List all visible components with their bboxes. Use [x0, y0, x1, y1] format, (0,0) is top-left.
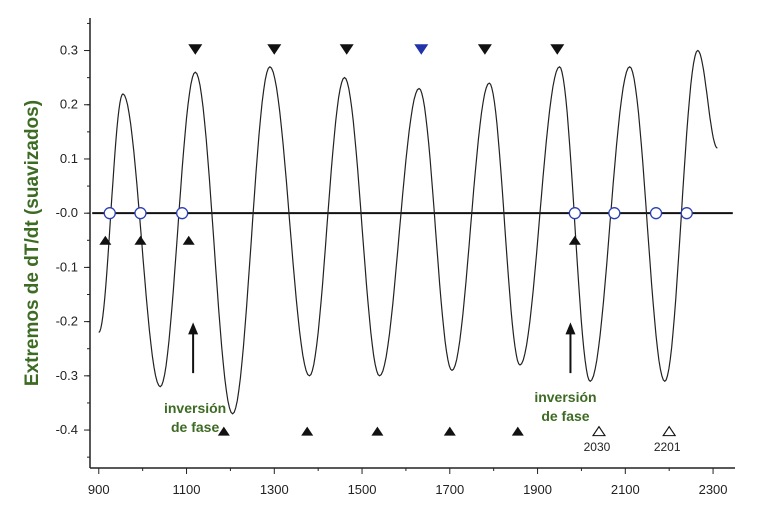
- series-line: [98, 49, 718, 415]
- peak-marker-down: [188, 44, 203, 55]
- zero-crossing-marker: [568, 207, 581, 220]
- future-marker: [591, 425, 607, 437]
- zero-crossing-marker: [649, 207, 663, 220]
- peak-marker-down: [267, 44, 282, 55]
- y-axis-label: Extremos de dT/dt (suavizados): [22, 100, 43, 386]
- curve-group: [98, 49, 718, 415]
- future-marker-label: 2030: [584, 440, 611, 454]
- zero-crossing-marker: [175, 207, 189, 220]
- annotation-text: de fase: [171, 419, 219, 435]
- y-tick-label: -0.0: [56, 205, 78, 220]
- annotation-text: inversión: [534, 389, 596, 405]
- zero-crossing-marker: [103, 207, 116, 220]
- zero-crossing-markers: [103, 207, 693, 220]
- trough-marker-up: [443, 426, 456, 436]
- annotation-text: inversión: [164, 400, 226, 416]
- trough-marker-up: [217, 426, 230, 436]
- peak-marker-down: [414, 44, 429, 55]
- x-tick-label: 1300: [260, 482, 289, 497]
- x-tick-label: 900: [88, 482, 110, 497]
- y-ticks: 0.3 0.2 0.1 -0.0 -0.1 -0.2 -0.3 -0.4: [56, 22, 90, 458]
- y-tick-label: -0.4: [56, 422, 78, 437]
- zero-crossing-marker: [608, 207, 621, 220]
- zero-crossing-marker: [680, 207, 693, 220]
- y-tick-label: -0.2: [56, 314, 78, 329]
- annotation-arrow-head: [188, 322, 199, 335]
- y-tick-label: 0.3: [60, 43, 78, 58]
- phase-marker-up: [568, 235, 581, 245]
- peak-marker-down: [550, 44, 565, 55]
- x-tick-label: 2100: [611, 482, 640, 497]
- axes: [89, 18, 735, 469]
- x-tick-label: 1100: [173, 482, 201, 497]
- zero-crossing-marker: [134, 207, 147, 220]
- y-tick-label: 0.2: [60, 97, 78, 112]
- x-tick-label: 1700: [435, 482, 464, 497]
- x-ticks: 900 1100 1300 1500 1700 1900 2100 2300: [88, 468, 728, 497]
- future-marker: [662, 425, 677, 437]
- x-tick-label: 1500: [348, 482, 377, 497]
- phase-marker-up: [182, 235, 195, 245]
- annotations: inversión de fase inversión de fase: [164, 322, 597, 435]
- y-tick-label: 0.1: [60, 151, 78, 166]
- y-tick-label: -0.1: [56, 259, 78, 274]
- future-marker-label: 2201: [654, 440, 681, 454]
- peak-marker-down: [339, 44, 354, 55]
- x-tick-label: 2300: [699, 482, 728, 497]
- peak-marker-down: [477, 44, 492, 55]
- phase-marker-up: [134, 235, 147, 245]
- annotation-text: de fase: [541, 408, 589, 424]
- phase-marker-up: [99, 235, 112, 245]
- x-tick-label: 1900: [523, 482, 552, 497]
- trough-marker-up: [511, 426, 524, 436]
- trough-marker-up: [301, 426, 314, 436]
- y-tick-label: -0.3: [56, 368, 78, 383]
- annotation-arrow-head: [565, 322, 576, 335]
- trough-marker-up: [371, 426, 384, 436]
- triangle-markers: 2030 2201: [99, 44, 681, 454]
